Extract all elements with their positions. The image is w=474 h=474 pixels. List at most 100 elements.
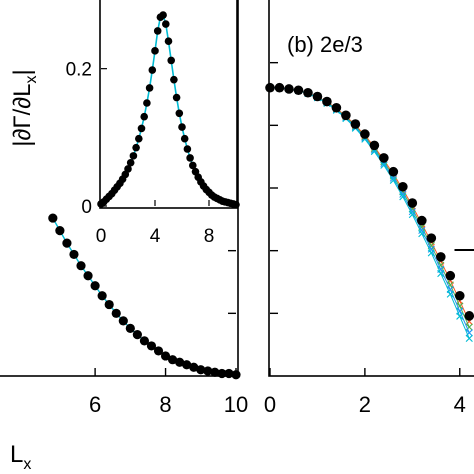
inset-point [232, 200, 240, 209]
inset-ylabel: |∂Γ/∂Lx| [9, 69, 40, 146]
inset-point [172, 93, 181, 102]
panel-a-point [182, 360, 192, 370]
inset-ylabel-sub: x [23, 76, 40, 84]
inset-ytick-label: 0 [81, 197, 92, 218]
inset-point [162, 20, 170, 28]
panel-b-cross-series-line [269, 87, 470, 322]
inset-ylabel-main: |∂Γ/∂L [9, 84, 36, 147]
panel-a-point [217, 368, 227, 379]
panel-b-right-ylabel-fragment: | [451, 247, 474, 253]
panel-b-point [322, 96, 332, 107]
panel-b-point [312, 91, 323, 102]
panel-a-tick-labels: 6 8 10 [89, 392, 248, 417]
panel-b-cross-point [456, 302, 464, 310]
inset-ylabel-end: | [9, 69, 36, 75]
panel-a-point [224, 368, 234, 379]
panel-b-point [426, 233, 437, 243]
panel-a-point [231, 370, 241, 380]
panel-b-xtick-label: 4 [454, 392, 466, 417]
panel-b-cross-series-line [269, 87, 470, 333]
panel-b-cross-point [446, 290, 454, 298]
panel-b-cross-point [408, 210, 416, 219]
inset-tick-labels: 0 4 8 0 0.2 [66, 60, 215, 247]
panel-a-xlabel-sub: x [23, 456, 31, 473]
panel-a-point [189, 362, 199, 372]
panel-b-xtick-label: 0 [264, 392, 276, 417]
panel-b-cross-point [427, 249, 435, 257]
panel-b-point [435, 252, 446, 262]
inset-point [180, 134, 189, 143]
panel-b-point [293, 85, 304, 96]
panel-b-point [274, 82, 285, 93]
inset-point [189, 161, 197, 170]
panel-a-point [153, 346, 164, 356]
panel-a-point [146, 341, 157, 351]
panel-b-point [398, 181, 408, 192]
inset-point [170, 75, 178, 84]
panel-b: (b) 2e/3 0 2 4 | [264, 0, 474, 417]
panel-b-frame [268, 0, 474, 377]
inset-xtick-label: 4 [150, 226, 161, 247]
inset-point [175, 109, 184, 118]
panel-a-point [97, 291, 107, 301]
inset-point [135, 134, 143, 143]
panel-b-point [388, 166, 399, 177]
inset-point [186, 154, 194, 162]
panel-b-point [445, 270, 456, 281]
panel-b-tick-labels: 0 2 4 [264, 392, 466, 417]
inset-point [126, 158, 135, 167]
panel-a-point [175, 357, 185, 367]
panel-a-point [55, 226, 65, 236]
panel-a-points [48, 213, 241, 380]
inset-point [124, 165, 132, 173]
panel-a-point [203, 366, 213, 376]
inset-point [132, 143, 140, 152]
panel-a-frame [0, 0, 239, 377]
panel-a-point [160, 351, 171, 361]
panel-b-cross-series-line [269, 87, 470, 339]
panel-b-cross-point [465, 323, 473, 331]
inset-point [153, 27, 162, 35]
panel-b-point [454, 290, 465, 301]
inset-xtick-label: 8 [204, 226, 215, 247]
panel-b-point [331, 102, 342, 113]
panel-a-point [90, 281, 100, 291]
panel-a-point [196, 365, 206, 375]
panel-b-cross-point [380, 161, 388, 169]
panel-a-point [132, 330, 142, 340]
inset-xtick-label: 0 [96, 226, 107, 247]
panel-b-cross-point [418, 230, 426, 238]
panel-a-xtick-label: 6 [89, 392, 101, 417]
inset-point [137, 124, 146, 133]
inset-point [183, 145, 192, 153]
panel-a-xlabel: Lx [10, 441, 31, 473]
panel-b-cross-point [399, 193, 407, 201]
panel-b-point [407, 198, 418, 208]
panel-b-point [303, 87, 313, 98]
panel-b-point [360, 129, 370, 139]
panel-a: 6 8 10 Lx [0, 0, 248, 473]
inset-frame [99, 0, 238, 209]
panel-b-cross-point [389, 176, 397, 184]
inset-point [151, 47, 159, 55]
panel-b-title: (b) 2e/3 [287, 32, 363, 57]
panel-a-point [62, 238, 72, 248]
panel-a-point [76, 261, 86, 271]
panel-b-point [464, 311, 474, 321]
inset-ytick-label: 0.2 [66, 60, 92, 81]
panel-b-point [350, 119, 361, 129]
panel-b-point [284, 84, 294, 94]
inset-point [143, 99, 151, 107]
inset-point [178, 123, 186, 131]
panel-b-point [265, 82, 275, 93]
inset-points [97, 11, 240, 209]
inset-point [140, 112, 148, 121]
inset-point [159, 11, 167, 19]
panel-b-xtick-label: 2 [359, 392, 371, 417]
panel-b-points [265, 82, 474, 342]
panel-a-point [139, 336, 150, 346]
panel-a-point [48, 213, 58, 223]
panel-a-xtick-label: 10 [224, 392, 248, 417]
panel-b-cross-point [465, 329, 473, 337]
